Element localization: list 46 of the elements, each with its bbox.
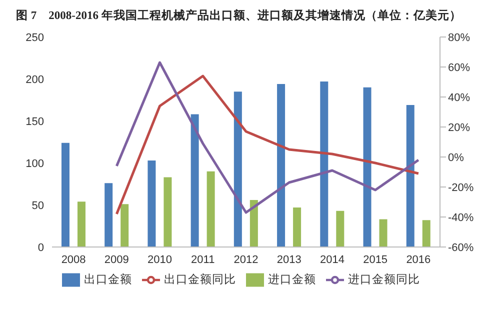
y-tick-label: 250 <box>26 32 44 44</box>
y2-tick-label: -20% <box>448 182 474 194</box>
y2-tick-label: 40% <box>448 92 470 104</box>
x-tick-label: 2016 <box>406 254 431 266</box>
bar <box>422 220 430 247</box>
bar <box>77 202 86 247</box>
x-tick-label: 2015 <box>363 254 388 266</box>
legend-label: 出口金额同比 <box>164 274 236 286</box>
bar <box>320 82 328 247</box>
y-tick-label: 0 <box>38 242 44 254</box>
bar <box>379 219 388 247</box>
legend-label: 进口金额 <box>268 274 316 286</box>
y-tick-label: 100 <box>26 158 44 170</box>
bar <box>336 210 344 247</box>
bar <box>164 177 172 247</box>
bar <box>104 183 113 247</box>
y2-tick-label: 0% <box>448 152 464 164</box>
y2-tick-label: 60% <box>448 62 470 74</box>
x-tick-label: 2011 <box>191 254 215 266</box>
y2-tick-label: -60% <box>448 242 474 254</box>
chart-title: 图 7 2008-2016 年我国工程机械产品出口额、进口额及其增速情况（单位：亿美元） <box>16 8 462 23</box>
bar <box>293 208 302 247</box>
x-tick-label: 2009 <box>104 254 129 266</box>
x-tick-label: 2014 <box>320 254 344 266</box>
legend-label: 进口金额同比 <box>348 274 420 286</box>
x-tick-label: 2012 <box>234 254 258 266</box>
y2-tick-label: 80% <box>448 32 470 44</box>
y2-tick-label: 20% <box>448 122 470 134</box>
x-tick-label: 2010 <box>148 254 172 266</box>
x-tick-label: 2008 <box>61 254 86 266</box>
bar <box>250 200 258 247</box>
bar <box>61 142 70 247</box>
y-tick-label: 150 <box>26 116 44 128</box>
bar <box>120 204 129 247</box>
x-tick-label: 2013 <box>276 254 302 266</box>
bar <box>206 171 215 247</box>
bar <box>406 105 414 247</box>
bar <box>190 114 199 247</box>
bar <box>277 84 286 247</box>
bar <box>363 87 372 247</box>
legend-label: 出口金额 <box>84 274 132 286</box>
y-tick-label: 50 <box>32 200 44 212</box>
bar <box>148 160 156 247</box>
y2-tick-label: -40% <box>448 212 474 224</box>
bar <box>234 92 242 247</box>
y-tick-label: 200 <box>26 74 44 86</box>
